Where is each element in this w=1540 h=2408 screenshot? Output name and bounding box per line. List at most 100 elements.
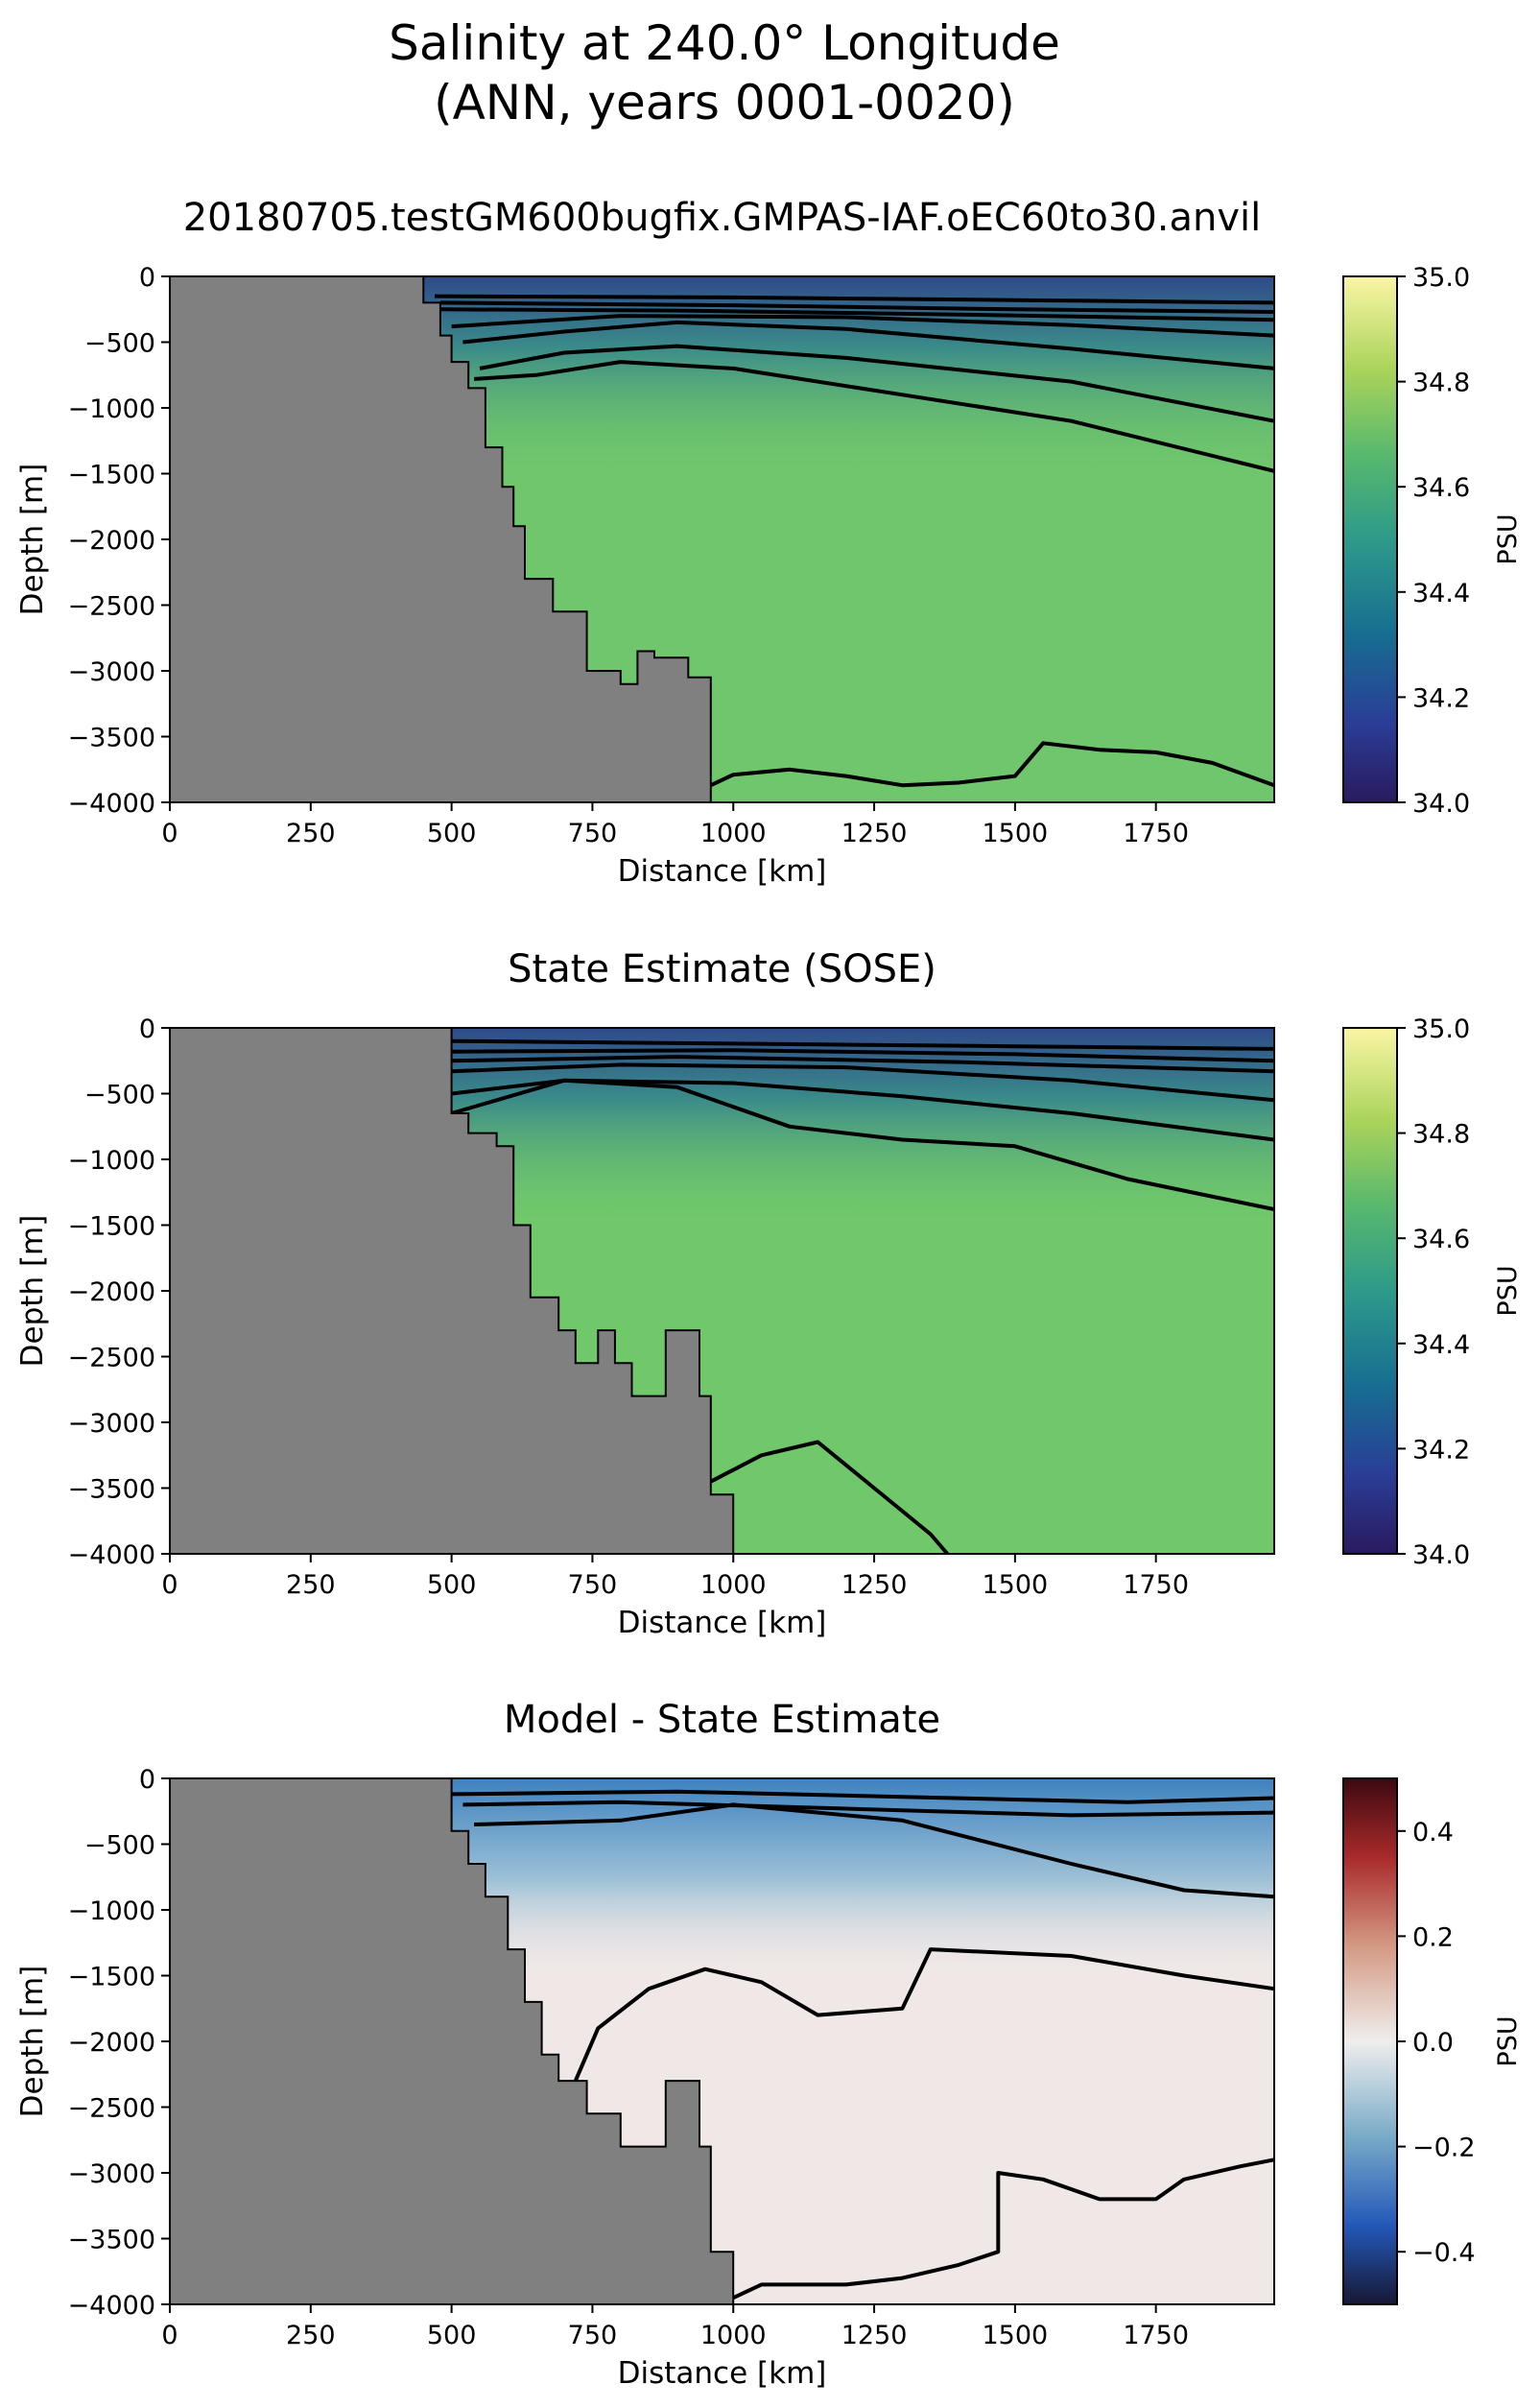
contour-line-2 (439, 300, 1275, 314)
y-tick-label: −1500 (68, 1212, 155, 1242)
y-tick-label: −3500 (68, 1475, 155, 1505)
x-tick-label: 250 (286, 1570, 336, 1600)
y-tick-label: −3500 (68, 724, 155, 753)
colorbar-label: PSU (1493, 2015, 1523, 2066)
x-tick-label: 0 (161, 819, 178, 848)
x-tick-label: 1500 (983, 819, 1049, 848)
contour-line-6 (479, 344, 1275, 423)
x-tick-label: 500 (427, 2321, 477, 2350)
x-axis-label: Distance [km] (618, 2356, 827, 2391)
y-tick-label: −1500 (68, 1963, 155, 1992)
y-tick-label: −1000 (68, 394, 155, 424)
x-tick-label: 500 (427, 819, 477, 848)
contour-line-3 (451, 1055, 1275, 1074)
colorbar-tick-label: 0.2 (1412, 1922, 1454, 1952)
colorbar-tick-label: 35.0 (1412, 263, 1470, 293)
colorbar (1342, 1777, 1398, 2305)
y-tick-label: 0 (139, 1765, 155, 1795)
y-tick-label: −500 (84, 1081, 155, 1110)
x-tick-label: 1750 (1123, 2321, 1189, 2350)
x-tick-label: 750 (568, 2321, 618, 2350)
y-tick-label: 0 (139, 263, 155, 293)
panel-title: State Estimate (SOSE) (508, 947, 936, 991)
x-tick-label: 1000 (700, 1570, 767, 1600)
y-tick-label: −3500 (68, 2226, 155, 2255)
colorbar-tick-label: 34.0 (1412, 1540, 1470, 1570)
x-tick-label: 250 (286, 819, 336, 848)
x-tick-label: 1500 (983, 1570, 1049, 1600)
panel-1: 20180705.testGM600bugfix.GMPAS-IAF.oEC60… (15, 196, 1523, 889)
colorbar-tick-label: 34.0 (1412, 789, 1470, 819)
contour-line-2 (462, 1800, 1275, 1818)
y-tick-label: −3000 (68, 657, 155, 687)
panel-title: Model - State Estimate (504, 1698, 940, 1742)
colorbar-tick-label: −0.2 (1412, 2134, 1476, 2163)
contour-line-7 (473, 360, 1275, 473)
y-tick-label: −4000 (68, 2291, 155, 2321)
contour-line-5 (451, 1078, 1275, 1142)
y-tick-label: −500 (84, 329, 155, 359)
y-tick-label: −2000 (68, 526, 155, 556)
contour-line-5 (462, 320, 1275, 370)
x-axis-label: Distance [km] (618, 854, 827, 889)
colorbar-tick-label: 34.8 (1412, 369, 1470, 398)
y-tick-label: −3000 (68, 1409, 155, 1439)
y-tick-label: −1000 (68, 1896, 155, 1926)
bathymetry-mask (169, 1027, 735, 1555)
colorbar-tick-label: 34.4 (1412, 1330, 1470, 1360)
y-tick-label: −2500 (68, 2094, 155, 2124)
colorbar-tick-label: 0.4 (1412, 1818, 1454, 1848)
x-tick-label: 0 (161, 2321, 178, 2350)
x-axis-label: Distance [km] (618, 1606, 827, 1640)
x-tick-label: 1000 (700, 819, 767, 848)
colorbar-label: PSU (1493, 513, 1523, 564)
colorbar-tick-label: 34.8 (1412, 1120, 1470, 1150)
contour-line-6 (451, 1078, 1275, 1212)
figure-title-line2: (ANN, years 0001-0020) (434, 75, 1015, 131)
contour-line-2 (451, 1048, 1275, 1063)
colorbar-tick-label: 34.4 (1412, 579, 1470, 608)
x-tick-label: 750 (568, 819, 618, 848)
x-tick-label: 750 (568, 1570, 618, 1600)
x-tick-label: 1750 (1123, 819, 1189, 848)
contour-line-8 (709, 741, 1275, 788)
figure-title-line1: Salinity at 240.0° Longitude (389, 15, 1060, 71)
colorbar-tick-label: 0.0 (1412, 2028, 1454, 2058)
y-tick-label: −2500 (68, 1344, 155, 1373)
bathymetry-mask (169, 1777, 735, 2305)
y-tick-label: −2000 (68, 2028, 155, 2058)
y-axis-label: Depth [m] (15, 1966, 50, 2118)
y-tick-label: −500 (84, 1831, 155, 1861)
y-tick-label: −2000 (68, 1277, 155, 1307)
contour-line-1 (434, 294, 1275, 305)
colorbar-tick-label: 34.6 (1412, 1225, 1470, 1254)
colorbar (1342, 1027, 1398, 1555)
x-tick-label: 1000 (700, 2321, 767, 2350)
x-tick-label: 1250 (841, 2321, 908, 2350)
panel-title: 20180705.testGM600bugfix.GMPAS-IAF.oEC60… (183, 196, 1262, 240)
y-tick-label: −2500 (68, 592, 155, 622)
y-tick-label: −1500 (68, 461, 155, 490)
panel-3: Model - State Estimate 0 250 500 750 1000 1250… (15, 1698, 1523, 2391)
contour-line-4 (451, 314, 1275, 338)
x-tick-label: 1250 (841, 1570, 908, 1600)
x-tick-label: 1250 (841, 819, 908, 848)
colorbar-tick-label: 34.2 (1412, 1435, 1470, 1465)
x-tick-label: 1750 (1123, 1570, 1189, 1600)
contour-line-1 (451, 1789, 1275, 1804)
y-tick-label: 0 (139, 1014, 155, 1044)
contour-line-1 (451, 1038, 1275, 1051)
y-tick-label: −3000 (68, 2159, 155, 2189)
y-tick-label: −4000 (68, 1540, 155, 1570)
colorbar-tick-label: −0.4 (1412, 2238, 1476, 2268)
colorbar-tick-label: 35.0 (1412, 1014, 1470, 1044)
contour-line-7 (709, 1440, 949, 1556)
colorbar-tick-label: 34.6 (1412, 473, 1470, 503)
contour-line-4 (573, 1947, 1275, 2082)
contour-line-3 (439, 307, 1275, 322)
y-tick-label: −1000 (68, 1146, 155, 1176)
y-axis-label: Depth [m] (15, 464, 50, 616)
contour-line-4 (451, 1062, 1275, 1103)
bathymetry-mask (169, 275, 712, 803)
